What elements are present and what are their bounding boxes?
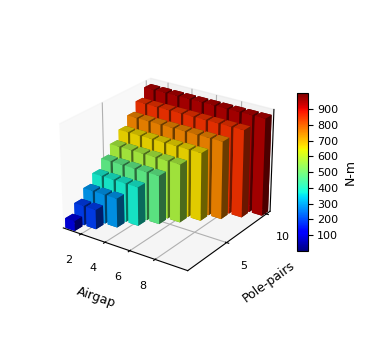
X-axis label: Airgap: Airgap (75, 285, 117, 310)
Y-axis label: Pole-pairs: Pole-pairs (240, 259, 297, 305)
Y-axis label: N-m: N-m (344, 159, 357, 185)
